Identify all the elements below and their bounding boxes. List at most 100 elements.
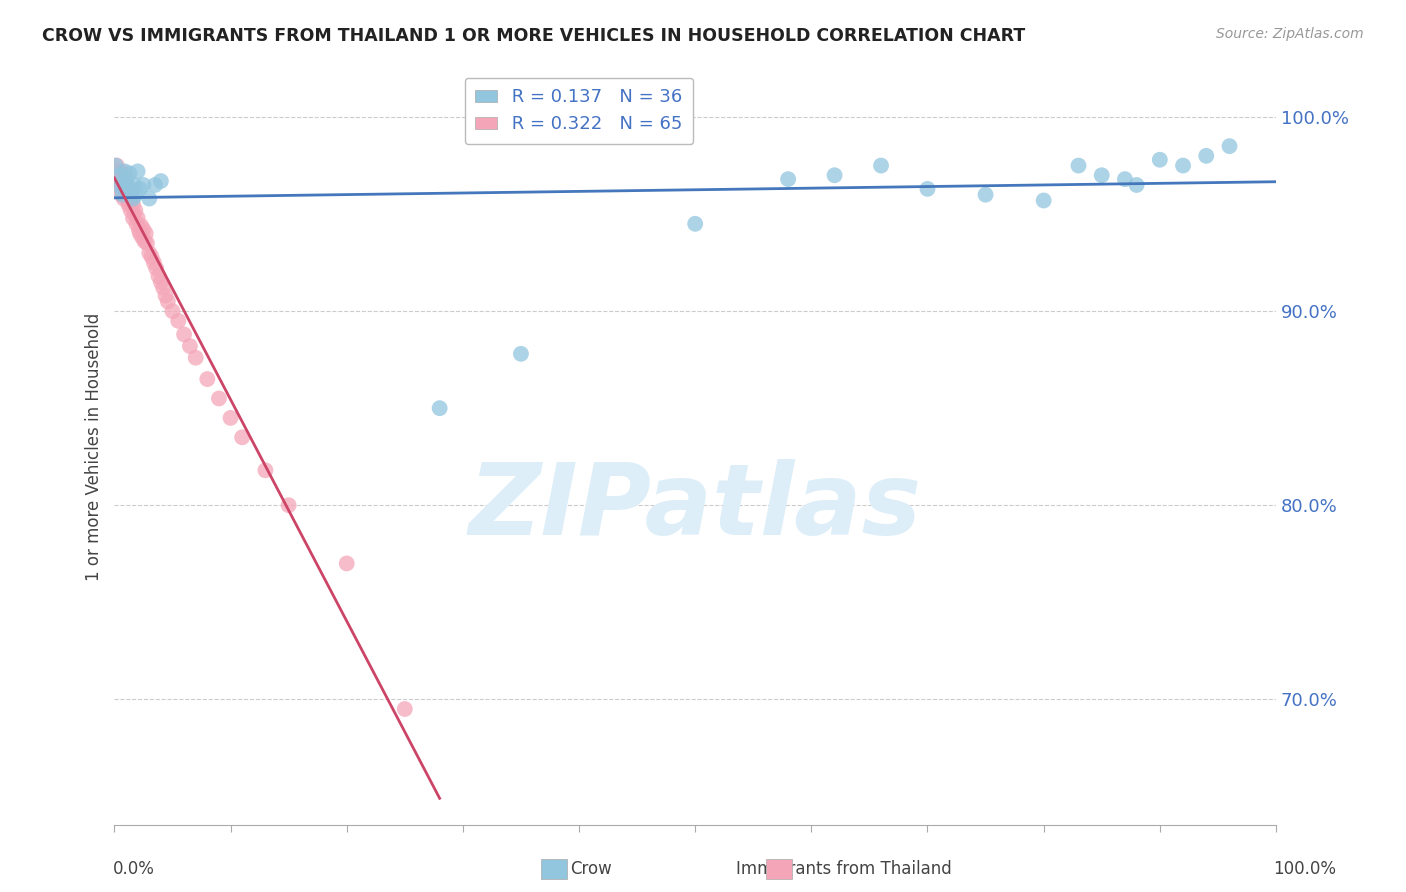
Point bbox=[111, 184, 134, 198]
Point bbox=[1171, 159, 1194, 173]
Point bbox=[110, 164, 132, 178]
Point bbox=[120, 203, 142, 218]
Point bbox=[127, 211, 149, 225]
Point bbox=[127, 164, 149, 178]
Point bbox=[118, 197, 141, 211]
Point bbox=[162, 304, 184, 318]
Point bbox=[184, 351, 207, 365]
Point bbox=[122, 211, 145, 225]
Point bbox=[155, 288, 177, 302]
Point bbox=[974, 187, 997, 202]
Point bbox=[219, 410, 242, 425]
Point bbox=[131, 230, 153, 244]
Point bbox=[115, 176, 138, 190]
Text: Crow: Crow bbox=[569, 860, 612, 878]
Point bbox=[1032, 194, 1054, 208]
Point bbox=[124, 203, 146, 218]
Point bbox=[141, 250, 163, 264]
Point bbox=[111, 187, 134, 202]
Point bbox=[277, 498, 299, 512]
Point bbox=[110, 168, 132, 182]
Point bbox=[129, 219, 152, 233]
Point bbox=[118, 166, 141, 180]
Point bbox=[129, 227, 152, 241]
Point bbox=[195, 372, 218, 386]
Point bbox=[824, 168, 846, 182]
Point bbox=[138, 246, 160, 260]
Text: Source: ZipAtlas.com: Source: ZipAtlas.com bbox=[1216, 27, 1364, 41]
Point bbox=[114, 182, 136, 196]
Point bbox=[117, 187, 139, 202]
Point bbox=[115, 172, 138, 186]
Point bbox=[125, 217, 148, 231]
Point bbox=[1149, 153, 1171, 167]
Point bbox=[1091, 168, 1114, 182]
Point bbox=[110, 178, 132, 192]
Point bbox=[156, 294, 179, 309]
Point bbox=[121, 192, 143, 206]
Text: ZIPatlas: ZIPatlas bbox=[468, 459, 922, 556]
Point bbox=[231, 430, 253, 444]
Point bbox=[173, 327, 195, 342]
Point bbox=[104, 172, 127, 186]
Point bbox=[778, 172, 800, 186]
Point bbox=[134, 234, 156, 248]
Point bbox=[107, 166, 129, 180]
Point bbox=[117, 197, 139, 211]
Point bbox=[121, 184, 143, 198]
Point bbox=[1067, 159, 1090, 173]
Point bbox=[112, 182, 135, 196]
Point bbox=[142, 255, 165, 269]
Point bbox=[105, 159, 128, 173]
Point bbox=[128, 222, 150, 236]
Point bbox=[108, 176, 131, 190]
Point bbox=[115, 187, 138, 202]
Point bbox=[1114, 172, 1136, 186]
Point bbox=[108, 172, 131, 186]
Point bbox=[152, 281, 174, 295]
Point bbox=[143, 178, 166, 192]
Point bbox=[122, 207, 145, 221]
Point bbox=[110, 187, 132, 202]
Point bbox=[115, 192, 138, 206]
Point bbox=[122, 178, 145, 192]
Point bbox=[1218, 139, 1240, 153]
Point bbox=[254, 463, 277, 477]
Y-axis label: 1 or more Vehicles in Household: 1 or more Vehicles in Household bbox=[86, 313, 103, 581]
Point bbox=[104, 159, 127, 173]
Point bbox=[1195, 149, 1218, 163]
Point bbox=[149, 275, 172, 289]
Legend:  R = 0.137   N = 36,  R = 0.322   N = 65: R = 0.137 N = 36, R = 0.322 N = 65 bbox=[464, 78, 693, 145]
Point bbox=[112, 178, 135, 192]
Point bbox=[145, 261, 167, 276]
Point bbox=[104, 164, 127, 178]
Point bbox=[208, 392, 231, 406]
Text: 100.0%: 100.0% bbox=[1272, 860, 1336, 878]
Point bbox=[870, 159, 893, 173]
Point bbox=[510, 347, 533, 361]
Point bbox=[129, 182, 152, 196]
Point bbox=[115, 184, 138, 198]
Point bbox=[105, 168, 128, 182]
Point bbox=[115, 178, 138, 192]
Text: CROW VS IMMIGRANTS FROM THAILAND 1 OR MORE VEHICLES IN HOUSEHOLD CORRELATION CHA: CROW VS IMMIGRANTS FROM THAILAND 1 OR MO… bbox=[42, 27, 1025, 45]
Point bbox=[118, 187, 141, 202]
Point bbox=[1125, 178, 1147, 192]
Point bbox=[111, 172, 134, 186]
Point bbox=[138, 192, 160, 206]
Point bbox=[122, 192, 145, 206]
Point bbox=[135, 227, 157, 241]
Text: 0.0%: 0.0% bbox=[112, 860, 155, 878]
Point bbox=[394, 702, 416, 716]
Point bbox=[683, 217, 706, 231]
Point bbox=[149, 174, 172, 188]
Point bbox=[429, 401, 451, 416]
Text: Immigrants from Thailand: Immigrants from Thailand bbox=[735, 860, 952, 878]
Point bbox=[136, 236, 159, 251]
Point bbox=[110, 168, 132, 182]
Point bbox=[107, 178, 129, 192]
Point bbox=[132, 178, 155, 192]
Point bbox=[114, 168, 136, 182]
Point bbox=[114, 164, 136, 178]
Point bbox=[132, 222, 155, 236]
